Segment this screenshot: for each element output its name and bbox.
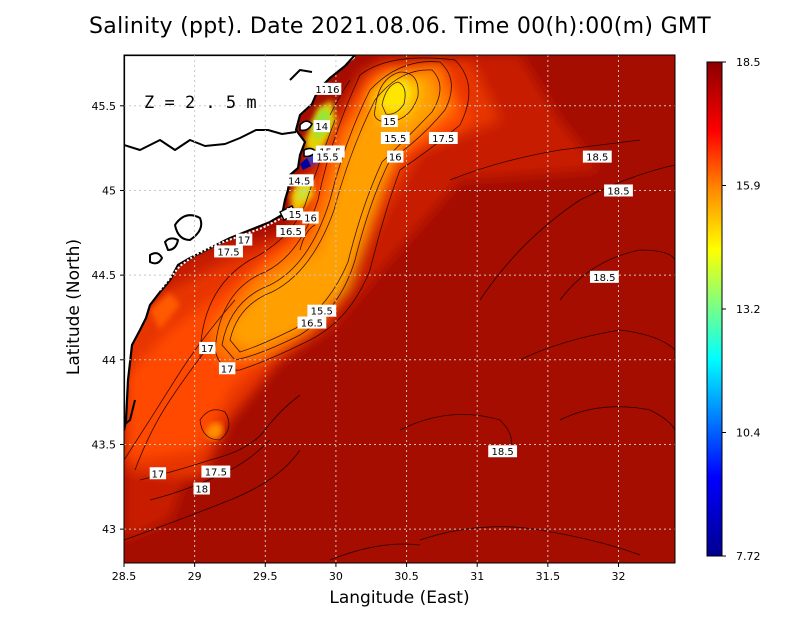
contour-label: 17 (235, 233, 253, 247)
contour-label: 16.5 (276, 225, 306, 238)
contour-label-text: 16 (327, 85, 340, 96)
contour-label: 15.5 (307, 304, 337, 318)
x-tick-label: 32 (611, 570, 625, 583)
contour-label-text: 18.5 (593, 273, 615, 284)
contour-label: 17.5 (201, 465, 231, 479)
x-tick-label: 31 (470, 570, 484, 583)
contour-label-text: 17 (315, 85, 328, 96)
contour-label: 18.5 (604, 184, 633, 197)
contour-label: 17 (199, 341, 216, 355)
y-axis-label: Latitude (North) (64, 238, 84, 376)
contour-label: 17.5 (428, 131, 458, 145)
x-tick-label: 28.5 (112, 570, 137, 583)
colorbar-ticks: 18.5 15.9 13.2 10.4 7.72 (722, 56, 761, 563)
contour-label: 18.5 (488, 445, 518, 458)
contour-label-text: 16 (389, 153, 402, 164)
contour-label: 16 (302, 211, 319, 225)
x-tick-label: 31.5 (536, 570, 561, 583)
contour-label-text: 15.5 (311, 307, 333, 318)
axis-ticks: 28.5 29 29.5 30 30.5 31 31.5 32 43 43.5 44 44.5 45 45… (92, 100, 626, 583)
colorbar (706, 61, 723, 557)
contour-label-text: 18 (195, 484, 208, 495)
contour-label-text: 16 (304, 214, 317, 225)
contour-label: 16 (324, 82, 342, 96)
contour-label-text: 18.5 (607, 186, 629, 197)
contour-label-text: 17 (238, 236, 251, 247)
contour-label-text: 17 (221, 364, 234, 375)
contour-lines (124, 57, 675, 561)
plot-frame (123, 54, 676, 564)
y-tick-label: 45.5 (92, 100, 117, 113)
contour-label: 14 (313, 120, 330, 133)
contour-label-text: 17.5 (432, 134, 454, 145)
colorbar-tick-label: 18.5 (736, 56, 761, 69)
contour-label: 17 (218, 362, 236, 375)
colorbar-tick-label: 10.4 (736, 427, 761, 440)
contour-label: 17.5 (214, 245, 243, 258)
map-title: Salinity (ppt). Date 2021.08.06. Time 00… (89, 14, 711, 39)
contour-label-text: 18.5 (586, 153, 608, 164)
contour-label-text: 16.5 (280, 227, 302, 238)
x-tick-label: 29 (188, 570, 202, 583)
contour-label-text: 15 (383, 117, 396, 128)
contour-label: 15.5 (380, 131, 410, 145)
contour-labels: 1716141515.51617.515.515.518.518.514.515… (149, 82, 633, 495)
y-tick-label: 44.5 (92, 269, 117, 282)
x-tick-label: 30 (329, 570, 343, 583)
contour-label-text: 15.5 (384, 134, 406, 145)
contour-label: 18.5 (582, 150, 612, 164)
contour-label-text: 14 (315, 122, 328, 133)
y-tick-label: 44 (102, 354, 116, 367)
depth-label: Z = 2 . 5 m (144, 93, 257, 113)
x-tick-label: 30.5 (394, 570, 419, 583)
contour-label: 18 (193, 482, 210, 495)
contour-label: 16.5 (297, 316, 327, 330)
contour-label: 15 (286, 208, 304, 221)
contour-label-text: 17.5 (205, 468, 227, 479)
contour-label: 15 (381, 115, 398, 128)
contour-label-text: 17.5 (217, 247, 239, 258)
contour-label: 18.5 (589, 270, 619, 284)
contour-label: 15.5 (313, 150, 342, 164)
contour-label: 16 (387, 150, 404, 164)
colorbar-tick-label: 15.9 (736, 180, 761, 193)
x-tick-label: 29.5 (253, 570, 278, 583)
y-tick-label: 45 (102, 184, 116, 197)
contour-label-text: 14.5 (288, 176, 310, 187)
y-tick-label: 43 (102, 523, 116, 536)
contour-label: 14.5 (284, 174, 314, 187)
contour-label-text: 15 (289, 210, 302, 221)
x-axis-label: Langitude (East) (329, 588, 470, 608)
land-mass (124, 55, 357, 432)
contour-label-text: 16.5 (301, 319, 323, 330)
colorbar-tick-label: 13.2 (736, 303, 761, 316)
contour-label: 17 (149, 467, 167, 480)
contour-label-text: 15.5 (316, 153, 338, 164)
contour-label-text: 17 (201, 344, 214, 355)
y-tick-label: 43.5 (92, 438, 117, 451)
contour-label-text: 17 (152, 469, 165, 480)
contour-label-text: 18.5 (492, 447, 514, 458)
colorbar-tick-label: 7.72 (736, 550, 761, 563)
grid-lines (124, 55, 675, 563)
